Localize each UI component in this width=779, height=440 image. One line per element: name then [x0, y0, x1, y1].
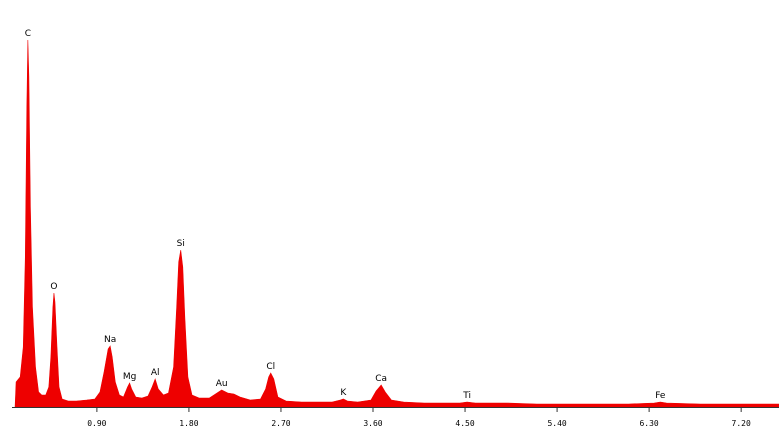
peak-label: Ti [462, 391, 471, 401]
x-tick-label: 7.20 [732, 419, 751, 428]
x-tick-label: 5.40 [547, 419, 566, 428]
x-tick-label: 0.90 [87, 419, 106, 428]
spectrum-area [14, 39, 779, 408]
peak-label: C [25, 29, 31, 39]
peak-label: Ca [375, 374, 387, 384]
peak-label: Fe [655, 391, 666, 401]
peak-label: Cl [266, 362, 275, 372]
x-tick-label: 3.60 [363, 419, 382, 428]
x-tick-label: 2.70 [271, 419, 290, 428]
peak-label: Na [104, 335, 116, 345]
peak-label: Mg [123, 372, 136, 382]
peak-label: Au [216, 379, 228, 389]
x-tick-label: 1.80 [179, 419, 198, 428]
x-tick-label: 4.50 [455, 419, 474, 428]
peak-label: K [340, 388, 347, 398]
peak-label: O [50, 282, 57, 292]
peak-label: Si [177, 239, 185, 249]
x-tick-label: 6.30 [639, 419, 658, 428]
peak-label: Al [151, 368, 160, 378]
